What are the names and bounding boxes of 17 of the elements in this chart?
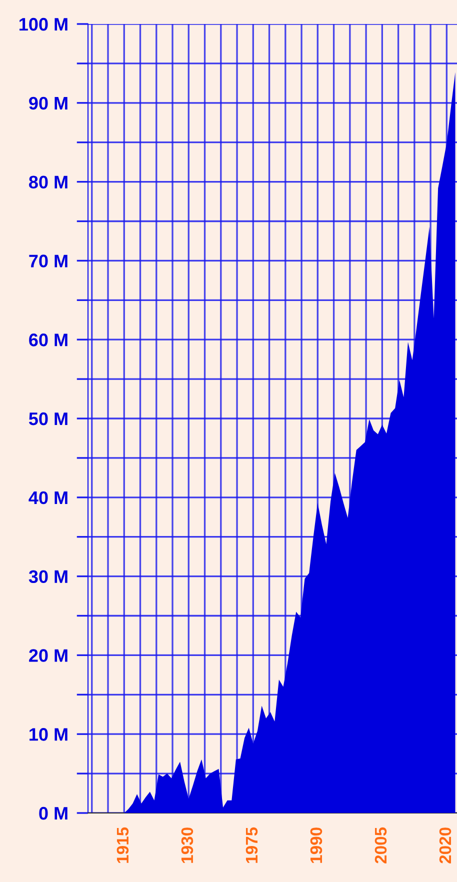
y-tick-label: 20 M: [29, 649, 68, 662]
y-tick-label: 0 M: [39, 806, 68, 820]
y-tick-label: 100 M: [20, 18, 68, 31]
x-tick-label: 2005: [374, 827, 387, 864]
y-tick-label: 30 M: [28, 570, 68, 584]
x-tick-label: 1975: [246, 827, 258, 863]
y-tick-label: 80 M: [28, 176, 68, 189]
y-tick-label: 70 M: [29, 254, 68, 268]
x-tick-label: 1915: [116, 827, 129, 863]
y-tick-label: 50 M: [28, 412, 68, 426]
y-tick-label: 10 M: [30, 728, 68, 741]
y-tick-label: 60 M: [29, 334, 68, 346]
y-tick-label: 40 M: [28, 491, 68, 504]
y-tick-label: 90 M: [29, 96, 68, 110]
x-tick-label: 1930: [181, 828, 194, 863]
x-tick-label: 1990: [310, 828, 322, 863]
x-tick-label: 2020: [439, 828, 452, 864]
